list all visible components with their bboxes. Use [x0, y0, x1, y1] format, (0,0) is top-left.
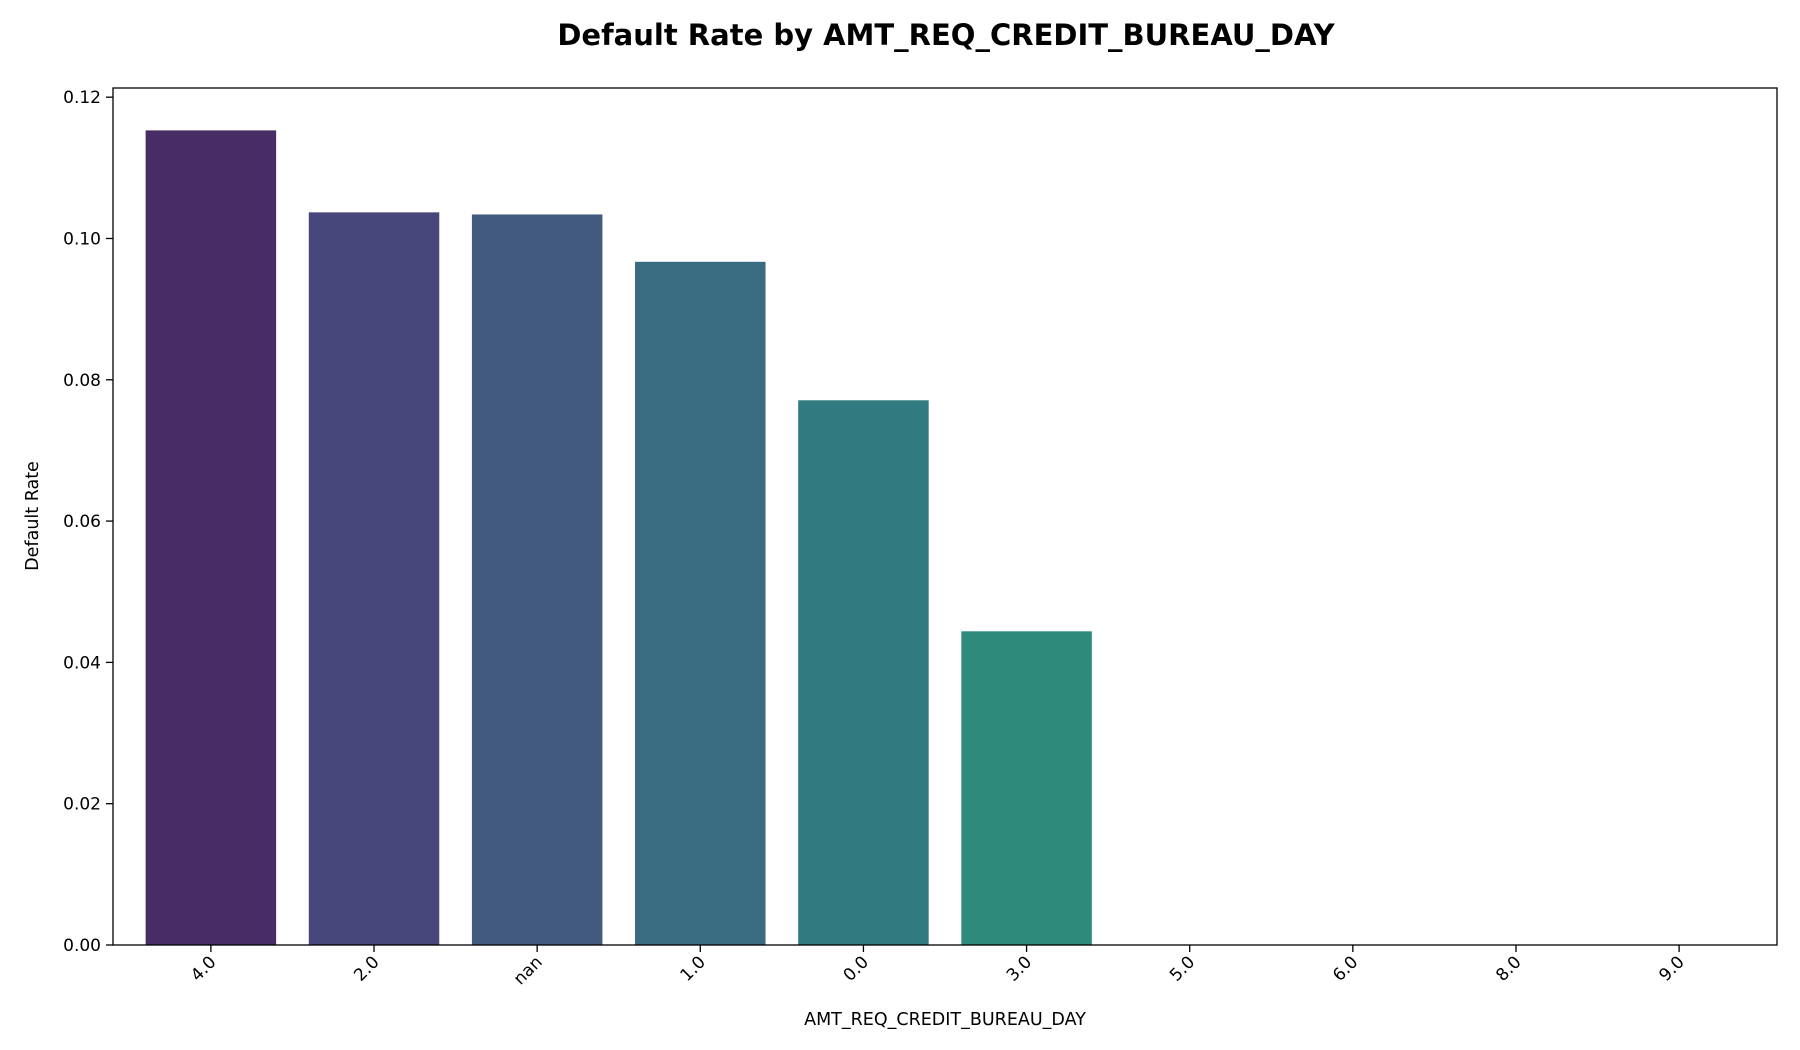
- bar-4.0: [145, 130, 277, 946]
- bar-3.0: [961, 631, 1092, 945]
- x-tick-label: 6.0: [1329, 952, 1362, 985]
- bar-1.0: [635, 261, 766, 946]
- bar-nan: [471, 214, 603, 945]
- x-tick-label: 3.0: [1003, 952, 1036, 985]
- x-tick-label: 1.0: [677, 952, 710, 985]
- x-axis-label: AMT_REQ_CREDIT_BUREAU_DAY: [804, 1010, 1086, 1030]
- y-tick-label: 0.10: [63, 229, 101, 249]
- y-tick-label: 0.02: [63, 795, 101, 815]
- y-tick-label: 0.12: [63, 88, 101, 108]
- x-tick-label: 0.0: [840, 952, 873, 985]
- chart-title: Default Rate by AMT_REQ_CREDIT_BUREAU_DA…: [557, 18, 1335, 52]
- x-tick-label: nan: [510, 952, 547, 989]
- bars-group: [145, 130, 1092, 946]
- x-tick-label: 8.0: [1492, 952, 1525, 985]
- y-tick-label: 0.08: [63, 371, 101, 391]
- bar-2.0: [308, 212, 440, 945]
- x-tick-label: 4.0: [187, 952, 220, 985]
- y-axis: 0.00 0.02 0.04 0.06 0.08 0.10 0.12: [63, 88, 113, 956]
- x-tick-label: 2.0: [350, 952, 383, 985]
- plot-frame: [112, 87, 1778, 946]
- y-tick-label: 0.00: [63, 936, 101, 956]
- x-axis: 4.0 2.0 nan 1.0 0.0 3.0 5.0 6.0 8.0 9.0: [187, 945, 1689, 989]
- y-axis-label: Default Rate: [23, 461, 43, 571]
- y-tick-label: 0.06: [63, 512, 101, 532]
- x-tick-label: 9.0: [1655, 952, 1688, 985]
- bar-0.0: [798, 400, 929, 945]
- x-tick-label: 5.0: [1166, 952, 1199, 985]
- y-tick-label: 0.04: [63, 653, 101, 673]
